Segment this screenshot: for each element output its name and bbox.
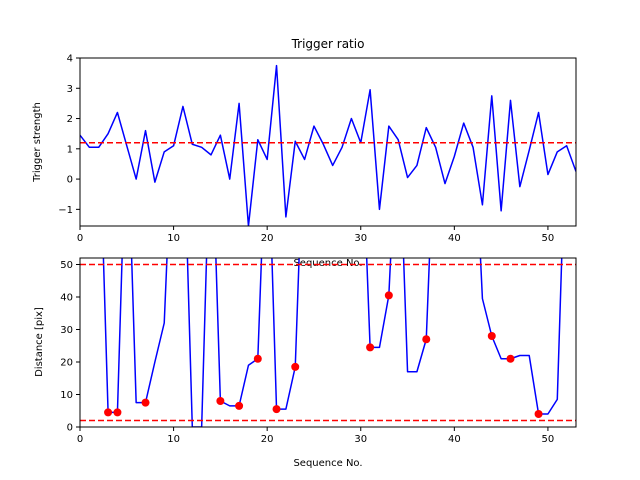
y-tick-label: 50 — [60, 260, 73, 271]
data-point-marker — [272, 405, 281, 414]
y-tick-label: 40 — [60, 293, 73, 304]
data-point-marker — [216, 397, 225, 405]
y-tick-label: 1 — [67, 144, 73, 155]
data-point-marker — [141, 398, 150, 407]
y-axis-label: Distance [pix] — [34, 307, 45, 377]
x-axis-label: Sequence No. — [293, 458, 362, 469]
x-tick-label: 0 — [77, 434, 83, 445]
y-tick-label: 20 — [60, 358, 73, 369]
y-tick-label: 0 — [67, 423, 73, 434]
data-point-marker — [253, 354, 262, 363]
x-tick-label: 10 — [167, 434, 180, 445]
y-tick-label: 0 — [67, 175, 73, 186]
data-point-marker — [384, 291, 393, 300]
x-tick-label: 20 — [261, 434, 274, 445]
x-tick-label: 50 — [542, 434, 555, 445]
axes-frame — [79, 257, 577, 428]
data-point-marker — [506, 354, 515, 363]
distance-chart: Distance [pix] Sequence No. 0 10 20 30 40 50 0… — [34, 257, 577, 469]
data-point-marker — [113, 408, 122, 417]
axes-frame — [79, 57, 577, 227]
plot-area — [80, 64, 576, 226]
data-point-marker — [487, 332, 496, 340]
data-point-marker — [104, 408, 113, 417]
trigger-ratio-chart: Trigger ratio Trigger strength Sequence … — [32, 37, 577, 269]
y-tick-label: −1 — [58, 205, 73, 216]
y-axis-label: Trigger strength — [32, 102, 43, 183]
x-tick-label: 30 — [354, 434, 367, 445]
data-point-marker — [366, 343, 375, 352]
x-tick-label: 20 — [261, 233, 274, 244]
data-point-marker — [235, 401, 244, 410]
data-point-marker — [422, 335, 431, 344]
y-tick-label: 3 — [67, 84, 73, 95]
series-line-0 — [80, 64, 576, 226]
x-tick-label: 50 — [542, 233, 555, 244]
y-tick-label: 30 — [60, 325, 73, 336]
x-axis-label: Sequence No. — [293, 258, 362, 269]
x-tick-label: 0 — [77, 233, 83, 244]
plot-area — [80, 258, 576, 427]
series-line-0 — [102, 258, 563, 427]
y-tick-label: 2 — [67, 114, 73, 125]
x-tick-label: 40 — [448, 233, 461, 244]
y-tick-label: 10 — [60, 390, 73, 401]
x-tick-label: 40 — [448, 434, 461, 445]
data-point-marker — [534, 410, 543, 418]
x-tick-label: 10 — [167, 233, 180, 244]
y-tick-label: 4 — [67, 54, 73, 65]
x-tick-label: 30 — [354, 233, 367, 244]
chart-title: Trigger ratio — [291, 37, 365, 51]
data-point-marker — [291, 362, 300, 371]
